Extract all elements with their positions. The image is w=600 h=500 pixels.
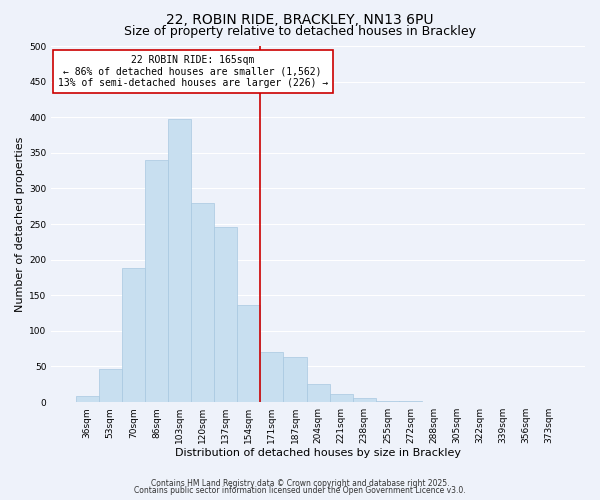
Bar [353, 398, 376, 402]
Text: 22, ROBIN RIDE, BRACKLEY, NN13 6PU: 22, ROBIN RIDE, BRACKLEY, NN13 6PU [166, 12, 434, 26]
Bar [168, 118, 191, 402]
Bar [283, 357, 307, 402]
Bar [98, 370, 122, 402]
Text: Contains public sector information licensed under the Open Government Licence v3: Contains public sector information licen… [134, 486, 466, 495]
X-axis label: Distribution of detached houses by size in Brackley: Distribution of detached houses by size … [175, 448, 461, 458]
Bar [376, 400, 399, 402]
Bar [307, 384, 329, 402]
Y-axis label: Number of detached properties: Number of detached properties [15, 136, 25, 312]
Bar [122, 268, 145, 402]
Bar [237, 305, 260, 402]
Bar [76, 396, 98, 402]
Text: 22 ROBIN RIDE: 165sqm
← 86% of detached houses are smaller (1,562)
13% of semi-d: 22 ROBIN RIDE: 165sqm ← 86% of detached … [58, 55, 328, 88]
Bar [260, 352, 283, 402]
Bar [145, 160, 168, 402]
Bar [329, 394, 353, 402]
Bar [191, 202, 214, 402]
Text: Contains HM Land Registry data © Crown copyright and database right 2025.: Contains HM Land Registry data © Crown c… [151, 478, 449, 488]
Text: Size of property relative to detached houses in Brackley: Size of property relative to detached ho… [124, 25, 476, 38]
Bar [214, 227, 237, 402]
